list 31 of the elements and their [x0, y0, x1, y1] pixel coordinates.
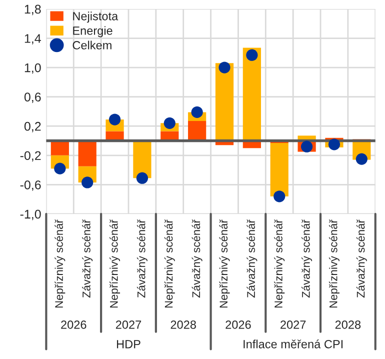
text: HDP — [117, 340, 140, 348]
text: 2028 — [170, 320, 196, 329]
x-tick-label: Nepříznivý scénář — [328, 219, 340, 308]
x-tick-label: Závažný scénář — [82, 219, 93, 298]
text: 2026 — [226, 320, 251, 329]
x-tick-label: Nepříznivý scénář — [54, 219, 66, 308]
y-tick-label: 0,2 — [24, 122, 41, 132]
x-tick-label: Nepříznivý scénář — [110, 219, 120, 308]
legend-label: Nejistota — [73, 12, 118, 23]
x-tick-label: Závažný scénář — [356, 219, 367, 298]
text: 2026 — [61, 320, 86, 329]
y-tick-label: 0,6 — [24, 92, 41, 103]
legend-label: Energie — [73, 26, 112, 38]
y-tick-label: 1,8 — [24, 4, 41, 16]
x-tick-label: Nepříznivý scénář — [274, 219, 285, 308]
text: 2027 — [116, 320, 142, 329]
x-tick-label: Závažný scénář — [192, 219, 202, 298]
y-tick-label: -0,2 — [20, 151, 41, 162]
text: 2027 — [280, 320, 306, 329]
x-tick-label: Závažný scénář — [136, 219, 148, 298]
x-tick-label: Závažný scénář — [302, 219, 312, 298]
x-tick-label: Závažný scénář — [246, 219, 258, 298]
y-tick-label: -0,6 — [20, 180, 41, 191]
x-tick-label: Nepříznivý scénář — [164, 219, 175, 308]
y-tick-label: -1,0 — [20, 210, 41, 220]
y-tick-label: 1,0 — [24, 63, 41, 74]
y-tick-label: 1,4 — [24, 34, 41, 44]
x-tick-label: Nepříznivý scénář — [219, 219, 230, 308]
text: Inflace měřená CPI — [244, 340, 343, 348]
text: 2028 — [335, 320, 361, 329]
legend-label: Celkem — [72, 40, 112, 50]
